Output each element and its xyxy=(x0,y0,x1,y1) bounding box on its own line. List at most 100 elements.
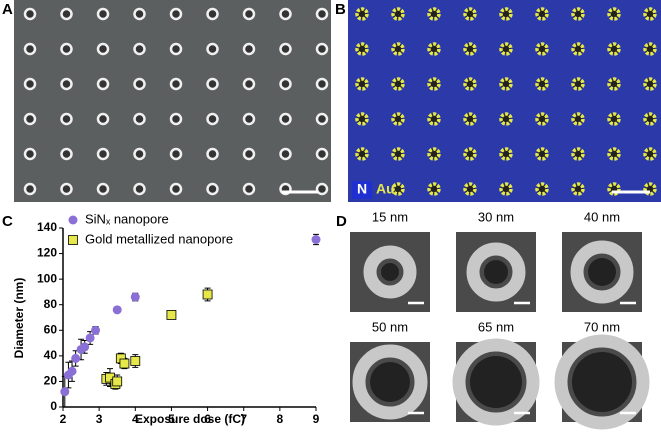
pore xyxy=(206,147,219,161)
pore-au xyxy=(391,77,405,91)
pore-au xyxy=(607,42,621,56)
pore xyxy=(23,7,37,21)
pore xyxy=(23,77,37,91)
pore-au xyxy=(499,147,513,161)
point xyxy=(311,235,321,245)
pore-au xyxy=(355,112,369,126)
x-tick-label: 9 xyxy=(313,412,320,426)
eds-label: Au xyxy=(376,181,395,197)
thumb-label: 15 nm xyxy=(372,209,408,224)
x-tick-label: 5 xyxy=(168,412,175,426)
ring xyxy=(466,242,526,302)
hole xyxy=(572,352,632,412)
pore xyxy=(169,42,183,56)
pore xyxy=(133,182,146,196)
pore xyxy=(169,182,183,196)
legend-label: SiNₓ nanopore xyxy=(85,211,169,226)
hole xyxy=(470,356,522,408)
hole xyxy=(370,362,410,402)
pore-au xyxy=(643,147,657,161)
legend-label: Gold metallized nanopore xyxy=(85,231,233,246)
pore-au xyxy=(571,7,585,21)
pore-au xyxy=(427,77,441,91)
point xyxy=(80,342,90,352)
pore xyxy=(133,42,146,56)
pore-au xyxy=(355,7,369,21)
pore xyxy=(206,42,219,56)
y-tick-label: 140 xyxy=(37,220,57,234)
pore xyxy=(279,42,292,56)
pore-au xyxy=(391,42,405,56)
pore xyxy=(133,147,146,161)
pore xyxy=(315,77,329,91)
pore-au xyxy=(643,7,657,21)
pore xyxy=(169,77,183,91)
x-tick-label: 3 xyxy=(96,412,103,426)
point xyxy=(202,289,213,300)
pore xyxy=(279,7,292,21)
thumb-label: 40 nm xyxy=(584,209,620,224)
pore xyxy=(60,7,73,21)
ring xyxy=(452,338,540,426)
y-tick-label: 0 xyxy=(50,399,57,413)
thumb-label: 65 nm xyxy=(478,319,514,334)
pore xyxy=(315,147,329,161)
y-tick-label: 60 xyxy=(44,322,58,336)
pore xyxy=(242,147,256,161)
pore-au xyxy=(499,112,513,126)
pore xyxy=(206,7,219,21)
pore-au xyxy=(355,77,369,91)
point xyxy=(112,305,122,315)
y-tick-label: 80 xyxy=(44,297,58,311)
pore-au xyxy=(607,7,621,21)
pore-au xyxy=(391,112,405,126)
pore-au xyxy=(607,147,621,161)
thumb-label: 30 nm xyxy=(478,209,514,224)
pore xyxy=(242,182,256,196)
pore-au xyxy=(391,147,405,161)
pore xyxy=(206,112,219,126)
pore xyxy=(315,112,329,126)
pore-au xyxy=(643,77,657,91)
pore-au xyxy=(607,112,621,126)
y-tick-label: 20 xyxy=(44,374,58,388)
pore xyxy=(60,147,73,161)
point xyxy=(71,353,81,363)
eds-image xyxy=(348,0,661,202)
pore xyxy=(96,182,110,196)
x-axis-label: Exposure dose (fC) xyxy=(135,412,245,426)
legend-marker xyxy=(68,215,78,225)
pore-au xyxy=(499,42,513,56)
pore xyxy=(279,77,292,91)
thumb-label: 70 nm xyxy=(584,319,620,334)
pore-au xyxy=(427,42,441,56)
point xyxy=(119,358,130,369)
pore-au xyxy=(571,112,585,126)
point xyxy=(112,376,123,387)
ring xyxy=(363,245,417,299)
pore xyxy=(315,182,329,196)
pore xyxy=(206,77,219,91)
pore xyxy=(96,77,110,91)
pore xyxy=(60,112,73,126)
ring xyxy=(352,344,428,420)
panel-label: D xyxy=(336,213,347,230)
y-tick-label: 120 xyxy=(37,246,57,260)
legend-box xyxy=(352,181,372,199)
pore xyxy=(242,7,256,21)
sem-image xyxy=(14,0,331,202)
thumb-label: 50 nm xyxy=(372,319,408,334)
panel-label: A xyxy=(2,1,13,18)
y-tick-label: 100 xyxy=(37,271,57,285)
pore-au xyxy=(463,42,477,56)
pore-au xyxy=(535,147,549,161)
pore-au xyxy=(535,182,549,196)
pore xyxy=(206,182,219,196)
y-axis-label: Diameter (nm) xyxy=(12,278,26,359)
pore-au xyxy=(571,182,585,196)
legend-marker xyxy=(68,235,78,245)
pore-au xyxy=(463,147,477,161)
pore xyxy=(169,112,183,126)
pore xyxy=(279,112,292,126)
hole xyxy=(588,258,616,286)
